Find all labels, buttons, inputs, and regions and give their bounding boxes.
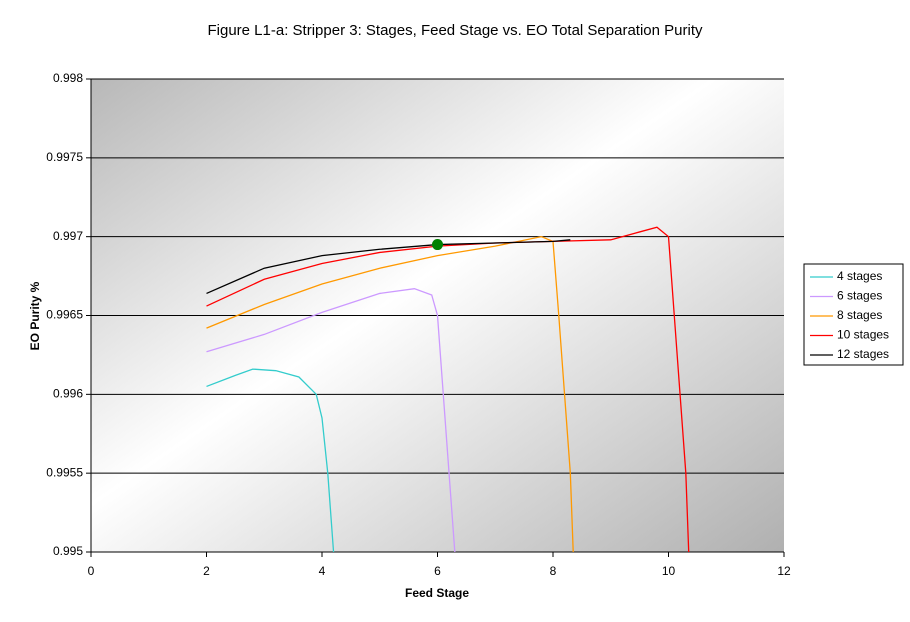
x-tick-label: 10 <box>662 564 676 578</box>
legend-label: 12 stages <box>837 347 889 361</box>
y-tick-label: 0.9975 <box>46 150 83 164</box>
y-tick-label: 0.998 <box>53 71 83 85</box>
series-line <box>206 226 690 552</box>
y-tick-label: 0.996 <box>53 387 83 401</box>
x-tick-label: 12 <box>777 564 791 578</box>
x-tick-label: 0 <box>88 564 95 578</box>
x-tick-label: 2 <box>203 564 210 578</box>
legend-label: 4 stages <box>837 269 882 283</box>
y-tick-label: 0.995 <box>53 544 83 558</box>
legend-label: 6 stages <box>837 289 882 303</box>
y-axis-title: EO Purity % <box>28 281 42 350</box>
x-axis-title: Feed Stage <box>405 586 469 600</box>
x-tick-label: 4 <box>319 564 326 578</box>
series-group <box>206 226 690 552</box>
legend <box>803 263 904 366</box>
y-tick-label: 0.997 <box>53 229 83 243</box>
chart-title: Figure L1-a: Stripper 3: Stages, Feed St… <box>208 22 703 39</box>
series-line <box>206 239 571 295</box>
series-line <box>206 235 574 552</box>
legend-label: 8 stages <box>837 308 882 322</box>
highlight-marker <box>432 239 443 251</box>
series-line <box>206 368 335 552</box>
x-tick-label: 8 <box>550 564 557 578</box>
series-line <box>206 288 456 552</box>
legend-label: 10 stages <box>837 328 889 342</box>
y-tick-label: 0.9965 <box>46 308 83 322</box>
y-tick-label: 0.9955 <box>46 465 83 479</box>
x-tick-label: 6 <box>434 564 441 578</box>
